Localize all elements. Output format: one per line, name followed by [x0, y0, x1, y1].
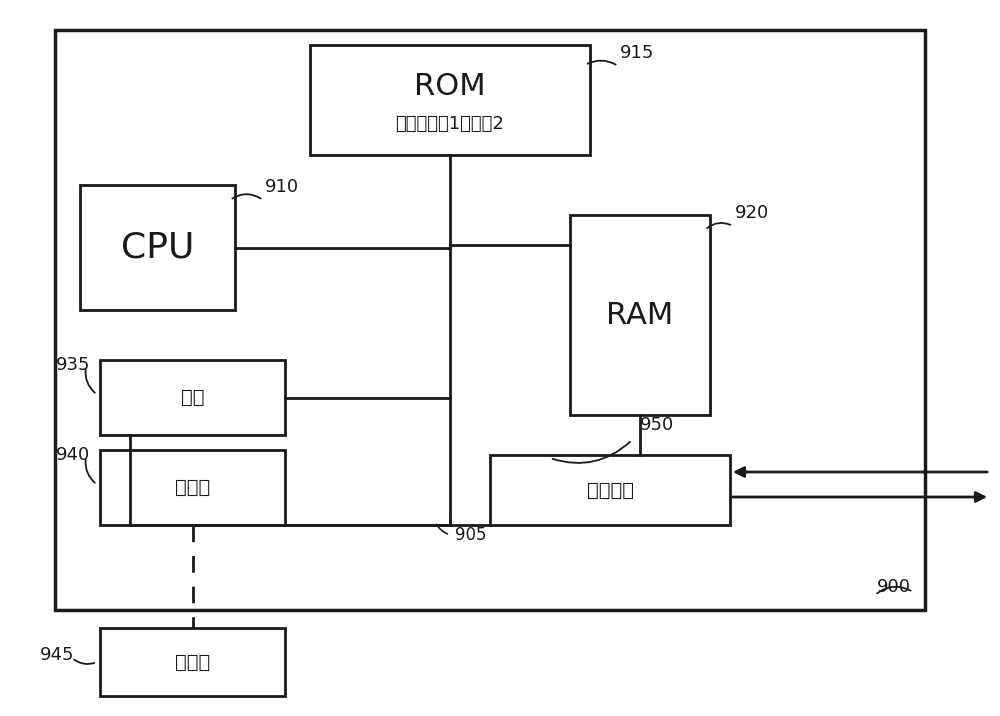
Text: 存储卡: 存储卡 — [175, 652, 210, 672]
Text: 940: 940 — [56, 446, 90, 464]
Text: RAM: RAM — [606, 301, 674, 329]
Text: 920: 920 — [735, 204, 769, 222]
Text: 910: 910 — [265, 178, 299, 196]
Text: 读卡器: 读卡器 — [175, 478, 210, 497]
Text: 通信界面: 通信界面 — [586, 480, 634, 500]
Text: ROM: ROM — [414, 72, 486, 101]
Text: 900: 900 — [877, 578, 911, 596]
Bar — [310, 45, 590, 155]
Text: 硬盘: 硬盘 — [181, 388, 204, 407]
Text: 程序，程序1，程序2: 程序，程序1，程序2 — [396, 115, 504, 133]
Bar — [490, 455, 730, 525]
Bar — [570, 215, 710, 415]
Text: 950: 950 — [640, 416, 674, 434]
Bar — [55, 30, 925, 610]
Text: 915: 915 — [620, 44, 654, 62]
Bar — [100, 628, 285, 696]
Bar — [100, 450, 285, 525]
Text: 935: 935 — [56, 356, 90, 374]
Bar — [100, 360, 285, 435]
Text: 905: 905 — [455, 526, 486, 544]
Text: CPU: CPU — [121, 231, 194, 264]
Bar — [80, 185, 235, 310]
Text: 945: 945 — [40, 646, 74, 664]
